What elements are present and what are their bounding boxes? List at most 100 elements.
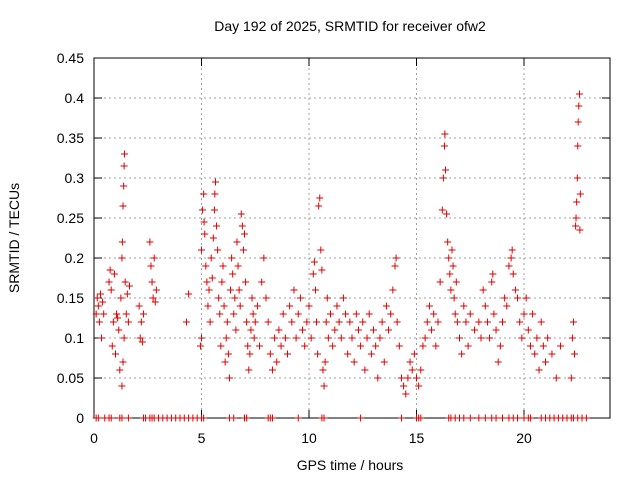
data-point xyxy=(481,414,489,422)
data-point xyxy=(182,318,190,326)
data-point xyxy=(423,318,431,326)
data-point xyxy=(315,202,323,210)
data-point xyxy=(218,278,226,286)
data-point xyxy=(95,318,103,326)
data-point xyxy=(125,282,133,290)
data-point xyxy=(318,266,326,274)
data-point xyxy=(309,270,317,278)
data-point xyxy=(199,206,207,214)
x-tick-label: 5 xyxy=(198,430,206,446)
data-point xyxy=(229,270,237,278)
data-point xyxy=(268,414,276,422)
data-point xyxy=(387,310,395,318)
data-point xyxy=(526,414,534,422)
data-point xyxy=(471,326,479,334)
data-point xyxy=(120,162,128,170)
data-point xyxy=(350,358,358,366)
y-tick-label: 0.35 xyxy=(57,130,84,146)
data-point xyxy=(508,246,516,254)
data-point xyxy=(475,318,483,326)
data-point xyxy=(108,342,116,350)
data-point xyxy=(247,326,255,334)
data-point xyxy=(574,118,582,126)
data-point xyxy=(400,382,408,390)
data-points xyxy=(92,90,590,422)
data-point xyxy=(438,206,446,214)
data-point xyxy=(307,334,315,342)
data-point xyxy=(380,358,388,366)
data-point xyxy=(365,310,373,318)
x-axis-label: GPS time / hours xyxy=(297,457,404,473)
data-point xyxy=(301,342,309,350)
data-point xyxy=(275,326,283,334)
data-point xyxy=(268,366,276,374)
data-point xyxy=(444,238,452,246)
data-point xyxy=(359,318,367,326)
data-point xyxy=(568,334,576,342)
data-point xyxy=(503,302,511,310)
data-point xyxy=(214,246,222,254)
data-point xyxy=(288,318,296,326)
data-point xyxy=(310,258,318,266)
data-point xyxy=(110,270,118,278)
data-point xyxy=(222,334,230,342)
data-point xyxy=(378,318,386,326)
data-point xyxy=(317,246,325,254)
data-point xyxy=(303,318,311,326)
data-point xyxy=(242,278,250,286)
data-point xyxy=(292,334,300,342)
data-point xyxy=(266,350,274,358)
data-point xyxy=(202,262,210,270)
data-point xyxy=(241,230,248,238)
data-point xyxy=(548,350,556,358)
data-point xyxy=(514,294,522,302)
data-point xyxy=(311,286,319,294)
data-point xyxy=(575,102,583,110)
data-point xyxy=(466,414,474,422)
chart-title: Day 192 of 2025, SRMTID for receiver ofw… xyxy=(214,18,486,34)
data-point xyxy=(286,302,294,310)
data-point xyxy=(453,318,461,326)
y-tick-label: 0.15 xyxy=(57,290,84,306)
data-point xyxy=(233,238,241,246)
data-point xyxy=(575,90,583,98)
y-tick-label: 0.3 xyxy=(65,170,85,186)
data-point xyxy=(342,310,350,318)
data-point xyxy=(499,318,506,326)
data-point xyxy=(113,310,121,318)
x-tick-label: 20 xyxy=(516,430,532,446)
data-point xyxy=(537,318,545,326)
data-point xyxy=(361,366,369,374)
data-point xyxy=(481,302,489,310)
data-point xyxy=(249,310,257,318)
data-point xyxy=(243,414,251,422)
data-point xyxy=(417,414,425,422)
data-point xyxy=(447,286,455,294)
data-point xyxy=(348,334,356,342)
data-point xyxy=(118,414,126,422)
data-point xyxy=(395,342,403,350)
data-point xyxy=(352,310,360,318)
data-point xyxy=(430,310,438,318)
data-point xyxy=(460,302,468,310)
data-point xyxy=(357,342,365,350)
data-point xyxy=(434,318,442,326)
data-point xyxy=(120,182,128,190)
data-point xyxy=(576,190,584,198)
data-point xyxy=(329,342,337,350)
data-point xyxy=(106,266,114,274)
data-point xyxy=(415,382,423,390)
data-point xyxy=(219,262,227,270)
data-point xyxy=(410,350,418,358)
data-point xyxy=(404,374,412,382)
data-point xyxy=(198,334,205,342)
data-point xyxy=(417,366,425,374)
data-point xyxy=(203,278,211,286)
data-point xyxy=(499,414,506,422)
data-point xyxy=(449,262,457,270)
data-point xyxy=(441,130,449,138)
data-point xyxy=(531,350,539,358)
data-point xyxy=(299,326,307,334)
data-point xyxy=(344,350,352,358)
data-point xyxy=(245,366,253,374)
